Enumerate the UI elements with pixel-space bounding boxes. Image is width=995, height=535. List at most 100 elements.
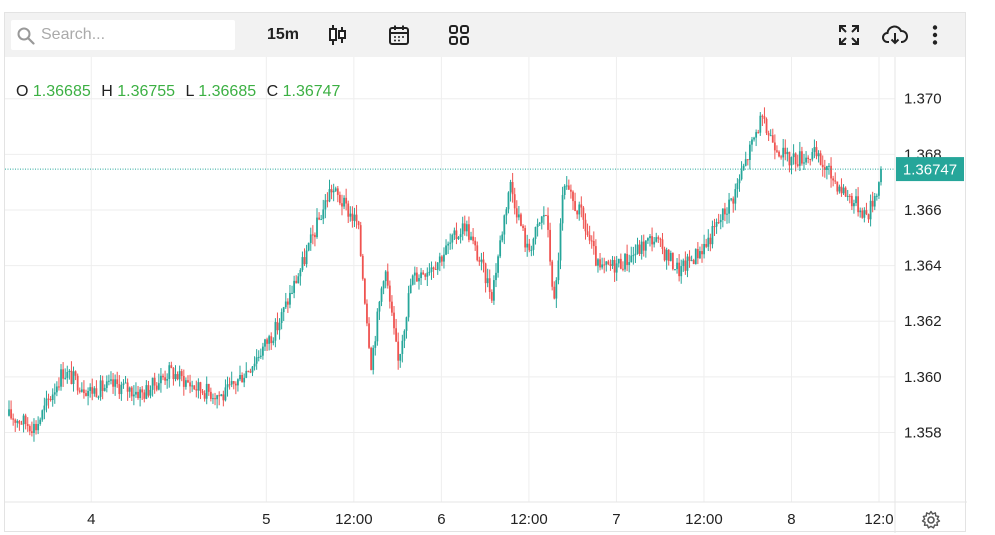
candle-body (692, 260, 695, 265)
candle-body (530, 249, 533, 251)
candle-body (634, 253, 637, 256)
candle-body (155, 385, 158, 390)
search-box[interactable] (11, 20, 235, 50)
candle-body (682, 260, 685, 267)
candle-body (116, 379, 119, 385)
fullscreen-button[interactable] (837, 21, 861, 49)
open-value: 1.36685 (32, 83, 91, 100)
candle-body (599, 259, 601, 268)
candle-body (684, 260, 687, 271)
candle-body (270, 336, 273, 344)
candle-body (22, 415, 25, 425)
candle-body (545, 215, 547, 217)
candle-body (680, 266, 683, 277)
candlestick-type-button[interactable] (325, 21, 349, 49)
candle-body (74, 371, 77, 376)
candle-body (520, 214, 522, 226)
candle-body (848, 195, 851, 197)
candle-body (397, 341, 400, 361)
x-tick-label: 12:0 (864, 511, 893, 528)
candle-body (314, 234, 316, 238)
candle-body (669, 252, 672, 261)
candle-body (232, 381, 235, 384)
candle-body (399, 353, 402, 361)
candle-body (786, 151, 789, 154)
candle-body (661, 239, 664, 249)
candle-body (30, 431, 33, 433)
candle-body (68, 370, 71, 373)
candle-body (796, 164, 799, 166)
candle-body (736, 183, 739, 190)
candle-body (205, 383, 208, 399)
candle-body (445, 245, 447, 255)
candle-body (37, 423, 40, 431)
candle-body (853, 203, 855, 207)
candle-body (486, 278, 489, 284)
candle-body (428, 271, 431, 273)
candle-body (380, 288, 383, 302)
candle-body (611, 259, 614, 267)
candle-body (295, 280, 298, 284)
candle-body (663, 248, 666, 261)
candle-body (817, 153, 820, 157)
candle-body (823, 167, 826, 170)
candle-body (567, 185, 570, 190)
candle-body (266, 339, 268, 344)
candle-body (76, 375, 79, 391)
y-tick-label: 1.362 (904, 313, 942, 330)
candle-body (488, 278, 491, 292)
candle-body (584, 219, 587, 232)
candle-body (299, 269, 302, 277)
candle-body (307, 242, 310, 251)
candle-body (87, 390, 89, 396)
candle-body (457, 237, 460, 240)
candle-body (268, 336, 271, 344)
candle-body (403, 330, 406, 341)
candle-body (422, 272, 425, 275)
candle-body (773, 142, 776, 151)
candle-body (230, 381, 233, 385)
candle-body (532, 238, 535, 250)
candle-body (828, 165, 830, 167)
candle-body (842, 187, 845, 194)
candle-body (328, 189, 331, 202)
candle-body (696, 249, 699, 259)
candle-body (644, 240, 647, 251)
calendar-button[interactable] (387, 21, 411, 49)
candle-body (120, 385, 123, 395)
chart-settings-button[interactable] (921, 510, 941, 530)
candle-body (871, 200, 874, 207)
candle-body (237, 379, 239, 386)
candle-body (617, 258, 620, 264)
candle-body (719, 219, 722, 223)
candle-body (603, 264, 606, 266)
candle-body (187, 380, 189, 383)
candle-body (742, 165, 745, 171)
candle-body (224, 387, 227, 401)
candle-body (257, 356, 260, 358)
candle-body (251, 366, 254, 373)
candle-body (878, 182, 880, 196)
candle-body (619, 258, 622, 269)
x-tick-label: 7 (612, 511, 620, 528)
candle-body (216, 395, 219, 400)
candle-body (724, 208, 726, 215)
search-input[interactable] (41, 25, 226, 45)
candle-body (110, 379, 112, 381)
high-value: 1.36755 (117, 83, 176, 100)
layout-button[interactable] (447, 21, 471, 49)
candle-body (168, 365, 171, 379)
candle-body (572, 191, 574, 202)
candle-body (542, 215, 545, 217)
more-button[interactable] (925, 21, 945, 49)
current-price-label-bg (896, 157, 964, 182)
settings-icon (921, 510, 941, 529)
interval-button[interactable]: 15m (266, 26, 300, 43)
download-button[interactable] (881, 21, 909, 49)
candle-body (763, 116, 766, 119)
candle-body (26, 424, 29, 427)
candle-body (107, 380, 110, 382)
candle-body (424, 274, 427, 277)
candle-body (834, 180, 837, 182)
